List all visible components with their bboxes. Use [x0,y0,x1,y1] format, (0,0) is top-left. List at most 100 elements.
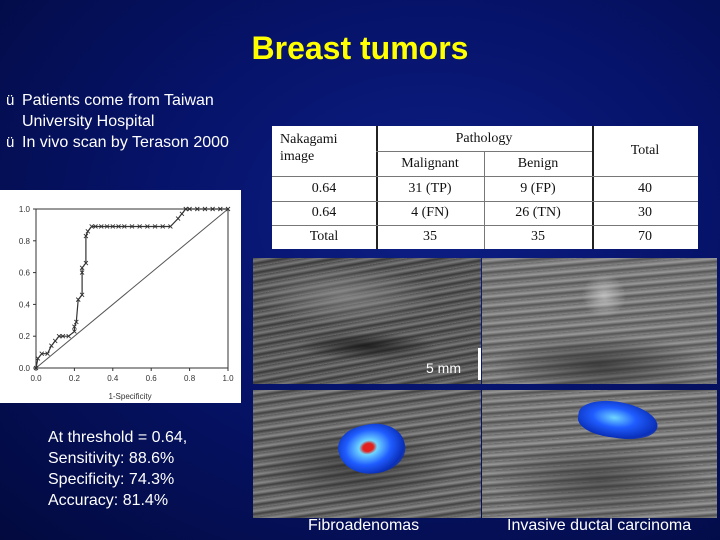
bullet-list: ü Patients come from Taiwan University H… [6,90,268,153]
table-divider [272,225,698,226]
x-tick-label: 0.2 [69,374,81,383]
row-label: Total [309,229,339,244]
cell-malignant: 35 [423,229,437,244]
y-tick-label: 0.4 [19,300,31,309]
roc-point [145,224,150,229]
roc-point [35,356,41,361]
y-tick-label: 0.0 [19,364,31,373]
roc-point [79,270,85,275]
scale-bar [478,348,481,380]
roc-point [160,224,166,229]
plot-frame [35,208,229,369]
roc-point [168,224,173,229]
roc-point [152,224,158,229]
x-tick-label: 0.4 [107,374,119,383]
diagonal-line [35,208,229,369]
roc-point [183,206,189,212]
header-malignant: Malignant [401,155,459,171]
stats-line: Sensitivity: 88.6% [48,450,175,467]
x-axis-label: 1-Specificity [108,392,151,401]
caption-carcinoma: Invasive ductal carcinoma [507,517,692,534]
roc-point [85,228,91,234]
doppler-blob [575,396,661,444]
roc-point [56,333,62,339]
roc-point [225,206,231,212]
table-divider [272,201,698,202]
roc-point [45,351,50,357]
stats-line: At threshold = 0.64, [48,429,188,446]
header-benign: Benign [517,155,559,171]
ultrasound-fibroadenoma-nakagami [253,390,481,518]
cell-malignant: 4 (FN) [411,205,449,220]
cell-total: 40 [638,180,652,196]
x-tick-label: 1.0 [222,374,234,383]
ultrasound-fibroadenoma-bmode [253,258,481,384]
roc-point [122,224,127,229]
roc-point [194,206,200,212]
caption-fibroadenomas: Fibroadenomas [308,517,420,534]
y-tick-label: 0.6 [19,269,31,278]
roc-point [33,365,39,371]
bullet-text: Patients come from Taiwan University Hos… [22,92,214,130]
doppler-blob [333,416,411,482]
stats-line: Specificity: 74.3% [48,471,175,488]
roc-point [74,319,79,325]
roc-point [72,324,77,329]
check-icon: ü [6,92,15,109]
cell-benign: 9 (FP) [520,180,556,196]
scale-label: 5 mm [426,360,461,376]
header-pathology: Pathology [455,130,513,146]
roc-point [179,211,185,217]
table-divider [376,126,378,249]
roc-point [116,224,121,229]
cell-malignant: 31 (TP) [408,180,452,196]
cell-total: 30 [638,205,652,220]
roc-plot: 0.0 0.2 0.4 0.6 0.8 1.0 0.0 0.2 0.4 0.6 0.8 1.0 1-Sp… [19,205,234,401]
y-tick-label: 0.2 [19,332,31,341]
y-tick-label: 1.0 [19,205,31,214]
roc-point [89,224,94,229]
roc-point [187,206,192,212]
bullet-text: In vivo scan by Terason 2000 [22,134,229,151]
roc-point [218,206,223,212]
roc-point [175,216,181,221]
roc-point [83,233,89,239]
roc-point [79,265,85,271]
header-nakagami: Nakagami image [280,132,338,164]
header-total: Total [630,143,660,158]
roc-point [66,333,71,339]
x-tick-label: 0.8 [184,374,196,383]
cell-total: 70 [638,229,652,244]
roc-point [49,343,54,349]
row-label: 0.64 [311,180,337,196]
bullet-item: ü Patients come from Taiwan University H… [6,90,268,132]
roc-point [110,224,116,229]
roc-point [93,224,98,229]
roc-point [129,224,135,229]
bullet-item: ü In vivo scan by Terason 2000 [6,132,268,153]
cell-benign: 35 [531,229,545,244]
stats-line: Accuracy: 81.4% [48,492,169,509]
roc-point [98,224,104,229]
roc-point [79,292,85,298]
table-divider [592,126,594,249]
roc-point [202,206,208,212]
slide-title: Breast tumors [251,30,469,66]
x-tick-label: 0.0 [30,374,42,383]
roc-point [137,224,142,229]
check-icon: ü [6,134,15,151]
roc-point [210,206,215,212]
pathology-table: Nakagami image Pathology Malignant Benig… [272,126,698,249]
y-tick-label: 0.8 [19,237,31,246]
x-tick-label: 0.6 [146,374,158,383]
roc-point [75,297,81,302]
cell-benign: 26 (TN) [515,205,561,220]
ultrasound-carcinoma-nakagami [482,390,717,518]
roc-point [39,351,45,357]
roc-point [83,260,89,266]
roc-point [104,224,110,229]
table-divider [272,176,698,177]
roc-point [72,329,77,334]
roc-point [52,338,58,344]
stats-block: At threshold = 0.64, Sensitivity: 88.6% … [48,427,187,511]
